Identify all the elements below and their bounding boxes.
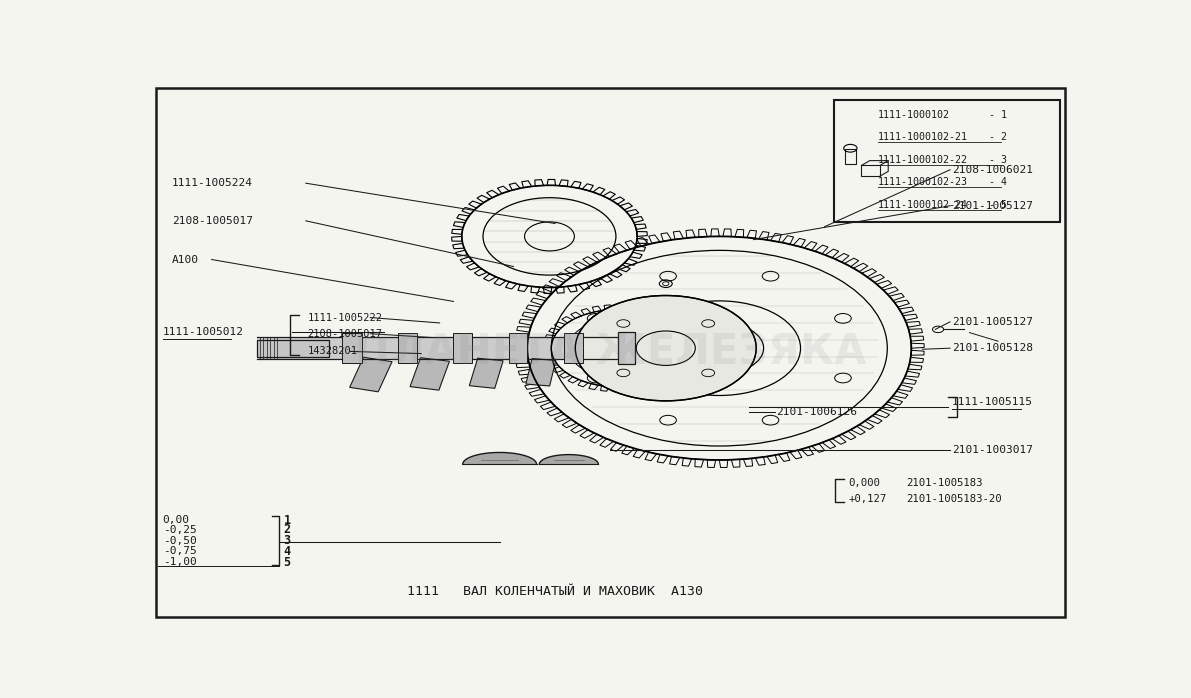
Text: А100: А100 <box>172 255 199 265</box>
Bar <box>526 359 556 386</box>
Bar <box>469 358 503 388</box>
Text: 2108-1005017: 2108-1005017 <box>307 329 382 339</box>
Bar <box>454 333 472 363</box>
Text: 2101-1005127: 2101-1005127 <box>952 317 1033 327</box>
Text: 2: 2 <box>283 524 291 536</box>
Text: 0,000: 0,000 <box>848 477 880 488</box>
Bar <box>257 337 618 359</box>
Text: 2101-1005183-20: 2101-1005183-20 <box>906 493 1003 504</box>
Text: -0,50: -0,50 <box>163 535 197 546</box>
Text: 1111-1000102-23: 1111-1000102-23 <box>878 177 968 187</box>
Text: 14328201: 14328201 <box>307 346 357 357</box>
Bar <box>257 340 329 357</box>
Text: 1111-1000102-24: 1111-1000102-24 <box>878 200 968 209</box>
Text: 4: 4 <box>283 545 291 558</box>
Bar <box>509 333 528 363</box>
Text: 0,00: 0,00 <box>163 515 189 525</box>
Text: - 3: - 3 <box>989 155 1006 165</box>
Text: - 5: - 5 <box>989 200 1006 209</box>
Bar <box>834 100 1060 223</box>
Text: - 2: - 2 <box>989 133 1006 142</box>
Text: +0,127: +0,127 <box>848 493 887 504</box>
Text: 5: 5 <box>283 556 291 569</box>
Text: - 1: - 1 <box>989 110 1006 120</box>
Text: 1111-1000102-22: 1111-1000102-22 <box>878 155 968 165</box>
Bar <box>844 149 856 164</box>
Text: 2101-1005128: 2101-1005128 <box>952 343 1033 353</box>
Text: - 4: - 4 <box>989 177 1006 187</box>
Text: -0,25: -0,25 <box>163 525 197 535</box>
Text: 1111-1000102: 1111-1000102 <box>878 110 950 120</box>
Text: 1111-1005224: 1111-1005224 <box>172 178 252 188</box>
Text: 2108-1005017: 2108-1005017 <box>172 216 252 226</box>
Text: -0,75: -0,75 <box>163 547 197 556</box>
Bar <box>565 333 582 363</box>
Bar <box>410 357 449 390</box>
Text: ПЛАНЕТА ЖЕЛЕЗЯКА: ПЛАНЕТА ЖЕЛЕЗЯКА <box>355 332 866 373</box>
Bar <box>398 333 417 363</box>
Text: 2101-1003017: 2101-1003017 <box>952 445 1033 455</box>
Text: 1111-1005115: 1111-1005115 <box>952 397 1033 407</box>
Text: 2101-1006126: 2101-1006126 <box>777 407 858 417</box>
Text: 2108-1006021: 2108-1006021 <box>952 165 1033 174</box>
Bar <box>342 333 362 363</box>
Text: 1111   ВАЛ КОЛЕНЧАТЫЙ И МАХОВИК  А130: 1111 ВАЛ КОЛЕНЧАТЫЙ И МАХОВИК А130 <box>407 585 703 598</box>
Text: 1111-1005012: 1111-1005012 <box>163 327 244 337</box>
Text: 3: 3 <box>283 534 291 547</box>
Text: 1111-1005222: 1111-1005222 <box>307 313 382 322</box>
Text: 1111-1000102-21: 1111-1000102-21 <box>878 133 968 142</box>
Text: -1,00: -1,00 <box>163 557 197 567</box>
Circle shape <box>515 229 924 468</box>
Circle shape <box>575 295 756 401</box>
Bar <box>618 332 635 364</box>
Bar <box>350 357 392 392</box>
Text: 1: 1 <box>283 514 291 527</box>
Bar <box>861 165 880 176</box>
Text: 2101-1005183: 2101-1005183 <box>906 477 984 488</box>
Text: 2101-1005127: 2101-1005127 <box>952 201 1033 211</box>
